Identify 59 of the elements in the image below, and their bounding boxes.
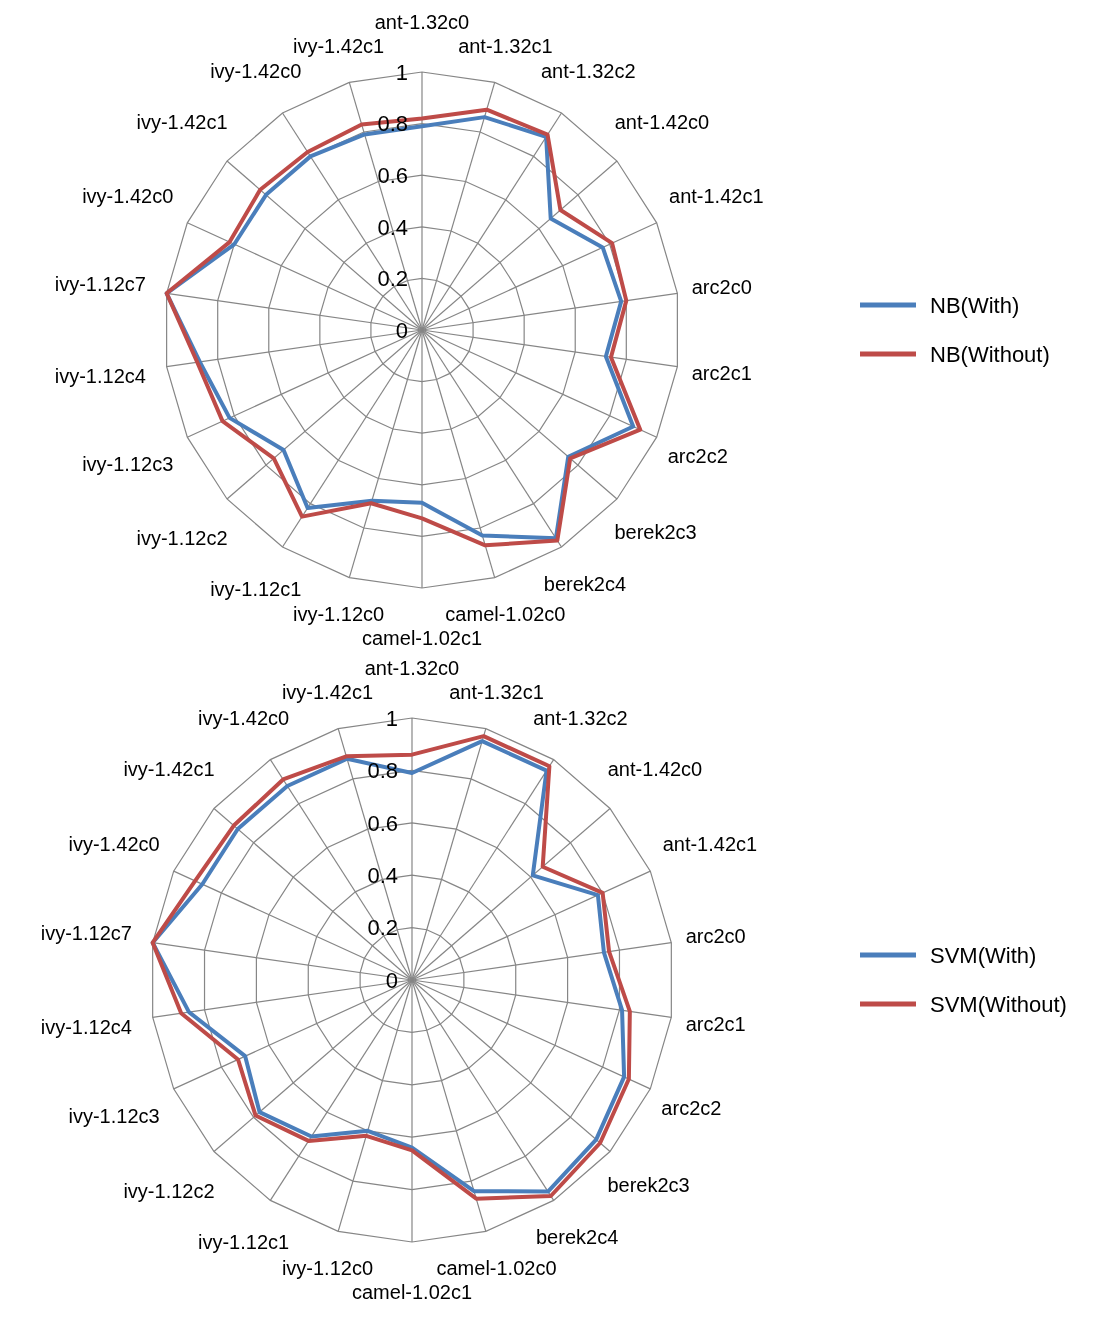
y-tick-label: 0.8 <box>377 111 408 137</box>
spoke-label: ivy-1.12c3 <box>68 1105 160 1128</box>
spoke-label: camel-1.02c1 <box>361 627 483 649</box>
spoke-label: ant-1.32c2 <box>533 706 628 729</box>
spoke-label: ivy-1.12c2 <box>123 1179 215 1202</box>
spoke-label: ivy-1.42c1 <box>281 681 374 704</box>
spoke-label: berek2c3 <box>614 521 697 544</box>
spoke-label: ant-1.42c0 <box>614 111 710 134</box>
spoke-label: ant-1.42c1 <box>662 832 758 855</box>
spoke-label: ant-1.32c0 <box>364 657 460 679</box>
y-tick-label: 1 <box>395 59 408 85</box>
spoke-label: ivy-1.12c4 <box>40 1015 132 1038</box>
spoke-label: ivy-1.12c4 <box>54 365 146 388</box>
spoke-label: ivy-1.42c1 <box>136 111 228 134</box>
spoke-label: ivy-1.12c0 <box>293 603 385 626</box>
legend-label: SVM(Without) <box>930 991 1067 1017</box>
spoke-label: arc2c0 <box>691 275 752 298</box>
spoke-label: berek2c3 <box>607 1174 690 1197</box>
spoke-label: berek2c4 <box>543 572 627 595</box>
spoke-label: ivy-1.42c1 <box>123 758 215 781</box>
y-tick-label: 0.4 <box>377 214 408 240</box>
y-tick-label: 1 <box>385 705 398 731</box>
spoke-label: arc2c1 <box>691 362 752 385</box>
y-tick-label: 0.6 <box>377 162 408 188</box>
spoke-label: ivy-1.12c7 <box>54 272 146 295</box>
spoke-label: ivy-1.12c3 <box>82 453 174 476</box>
spoke-label: ivy-1.42c0 <box>210 60 302 83</box>
y-tick-label: 0 <box>385 967 398 993</box>
spoke-label: ant-1.32c1 <box>449 681 544 704</box>
spoke-label: ant-1.32c0 <box>374 11 470 33</box>
spoke-label: berek2c4 <box>536 1225 619 1248</box>
spoke-label: ivy-1.42c0 <box>198 706 290 729</box>
spoke-label: ivy-1.12c0 <box>281 1256 374 1279</box>
spoke-label: camel-1.02c0 <box>445 603 566 626</box>
spoke-label: camel-1.02c0 <box>436 1256 557 1279</box>
spoke-label: ivy-1.12c2 <box>136 526 228 549</box>
y-tick-label: 0 <box>395 317 408 343</box>
legend-label: NB(Without) <box>930 341 1050 367</box>
y-tick-label: 0.4 <box>367 862 398 888</box>
spoke-label: ivy-1.12c1 <box>198 1231 290 1254</box>
y-tick-label: 0.6 <box>367 810 398 836</box>
y-tick-label: 0.2 <box>377 266 408 292</box>
spoke-label: ivy-1.42c0 <box>68 832 160 855</box>
spoke-label: ant-1.42c1 <box>669 184 764 207</box>
spoke-label: ivy-1.12c1 <box>210 577 302 600</box>
spoke-label: ivy-1.42c0 <box>82 184 174 207</box>
legend-label: NB(With) <box>930 292 1020 318</box>
spoke-label: camel-1.02c1 <box>351 1281 473 1303</box>
spoke-label: ant-1.32c2 <box>541 60 636 83</box>
y-tick-label: 0.2 <box>367 915 398 941</box>
spoke-label: ant-1.32c1 <box>458 34 553 57</box>
spoke-label: ivy-1.42c1 <box>293 34 385 57</box>
spoke-label: arc2c2 <box>667 444 728 467</box>
legend-label: SVM(With) <box>930 942 1037 968</box>
spoke-label: arc2c0 <box>685 925 746 948</box>
spoke-label: arc2c1 <box>685 1012 746 1035</box>
spoke-label: ivy-1.12c7 <box>40 922 132 945</box>
spoke-label: arc2c2 <box>661 1096 722 1119</box>
spoke-label: ant-1.42c0 <box>607 758 703 781</box>
